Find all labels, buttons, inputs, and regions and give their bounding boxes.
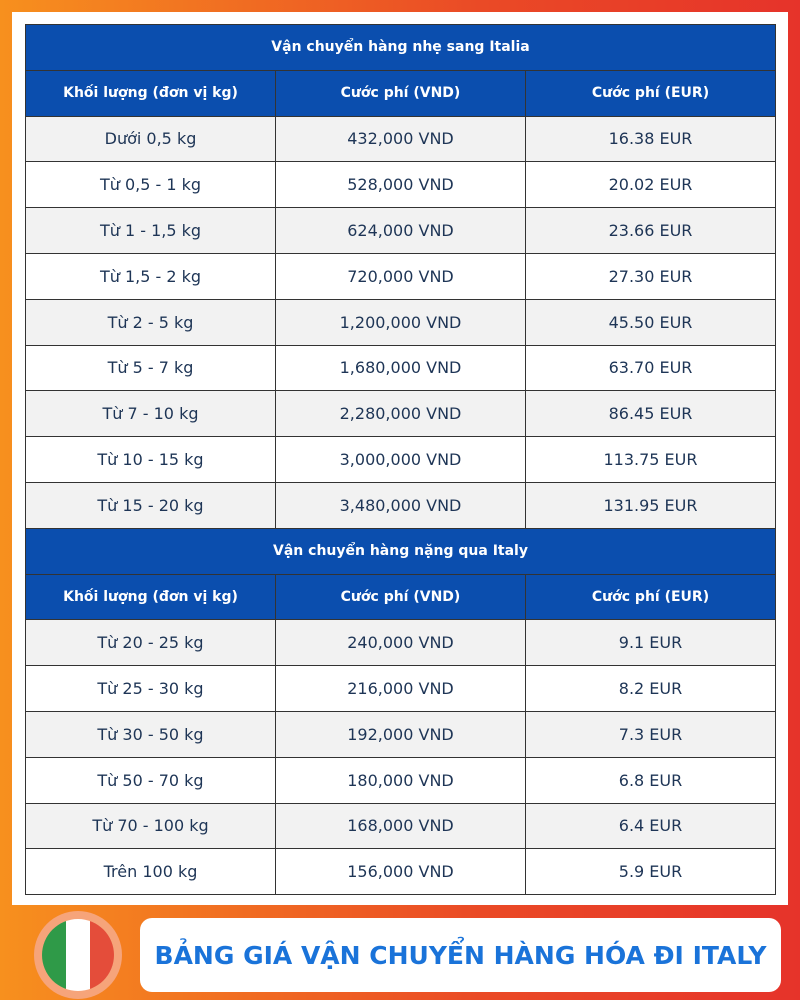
data-row: Từ 30 - 50 kg 192,000 VND 7.3 EUR (25, 710, 776, 758)
price-table: Vận chuyển hàng nhẹ sang Italia Khối lượn… (25, 24, 776, 896)
data-cell: 240,000 VND (275, 619, 526, 667)
data-cell: Từ 70 - 100 kg (25, 802, 276, 850)
data-cell: Từ 1 - 1,5 kg (25, 207, 276, 254)
header-row: Khối lượng (đơn vị kg) Cước phí (VND) Cước… (25, 69, 776, 117)
data-cell: Từ 1,5 - 2 kg (25, 252, 276, 300)
data-cell: 1,680,000 VND (275, 344, 526, 392)
section-title: Vận chuyển hàng nhẹ sang Italia (25, 24, 776, 71)
data-cell: 1,200,000 VND (275, 298, 526, 346)
banner: BẢNG GIÁ VẬN CHUYỂN HÀNG HÓA ĐI ITALY (140, 918, 781, 992)
data-cell: Từ 20 - 25 kg (25, 619, 276, 667)
data-cell: 23.66 EUR (525, 207, 776, 254)
data-row: Trên 100 kg 156,000 VND 5.9 EUR (25, 848, 776, 896)
data-cell: 192,000 VND (275, 710, 526, 758)
data-cell: Từ 0,5 - 1 kg (25, 161, 276, 209)
data-cell: 45.50 EUR (525, 298, 776, 346)
data-cell: 16.38 EUR (525, 115, 776, 163)
italy-flag (34, 911, 122, 999)
data-row: Từ 50 - 70 kg 180,000 VND 6.8 EUR (25, 756, 776, 804)
section-title-row: Vận chuyển hàng nhẹ sang Italia (25, 24, 776, 71)
data-cell: 156,000 VND (275, 848, 526, 896)
data-cell: 131.95 EUR (525, 481, 776, 529)
data-row: Từ 7 - 10 kg 2,280,000 VND 86.45 EUR (25, 390, 776, 438)
data-cell: 216,000 VND (275, 665, 526, 712)
data-cell: 9.1 EUR (525, 619, 776, 667)
data-cell: 86.45 EUR (525, 390, 776, 438)
section-title: Vận chuyển hàng nặng qua Italy (25, 527, 776, 575)
data-cell: 432,000 VND (275, 115, 526, 163)
data-cell: 6.4 EUR (525, 802, 776, 850)
data-row: Từ 5 - 7 kg 1,680,000 VND 63.70 EUR (25, 344, 776, 392)
data-cell: 624,000 VND (275, 207, 526, 254)
data-cell: 27.30 EUR (525, 252, 776, 300)
header-cell: Cước phí (EUR) (525, 573, 776, 621)
data-cell: Dưới 0,5 kg (25, 115, 276, 163)
data-cell: 8.2 EUR (525, 665, 776, 712)
header-cell: Khối lượng (đơn vị kg) (25, 573, 276, 621)
data-cell: 20.02 EUR (525, 161, 776, 209)
data-cell: 63.70 EUR (525, 344, 776, 392)
data-cell: Trên 100 kg (25, 848, 276, 896)
data-row: Từ 0,5 - 1 kg 528,000 VND 20.02 EUR (25, 161, 776, 209)
data-row: Từ 2 - 5 kg 1,200,000 VND 45.50 EUR (25, 298, 776, 346)
data-cell: 6.8 EUR (525, 756, 776, 804)
data-row: Từ 1,5 - 2 kg 720,000 VND 27.30 EUR (25, 252, 776, 300)
data-row: Từ 20 - 25 kg 240,000 VND 9.1 EUR (25, 619, 776, 667)
data-row: Từ 15 - 20 kg 3,480,000 VND 131.95 EUR (25, 481, 776, 529)
header-row: Khối lượng (đơn vị kg) Cước phí (VND) Cước… (25, 573, 776, 621)
header-cell: Cước phí (VND) (275, 69, 526, 117)
data-cell: Từ 50 - 70 kg (25, 756, 276, 804)
header-cell: Cước phí (EUR) (525, 69, 776, 117)
data-cell: Từ 2 - 5 kg (25, 298, 276, 346)
data-row: Từ 1 - 1,5 kg 624,000 VND 23.66 EUR (25, 207, 776, 254)
data-cell: 180,000 VND (275, 756, 526, 804)
data-cell: 720,000 VND (275, 252, 526, 300)
data-cell: Từ 7 - 10 kg (25, 390, 276, 438)
data-cell: 113.75 EUR (525, 436, 776, 483)
data-cell: 3,000,000 VND (275, 436, 526, 483)
data-cell: 3,480,000 VND (275, 481, 526, 529)
data-cell: 168,000 VND (275, 802, 526, 850)
data-cell: Từ 30 - 50 kg (25, 710, 276, 758)
data-cell: 528,000 VND (275, 161, 526, 209)
data-row: Dưới 0,5 kg 432,000 VND 16.38 EUR (25, 115, 776, 163)
data-row: Từ 70 - 100 kg 168,000 VND 6.4 EUR (25, 802, 776, 850)
data-cell: Từ 10 - 15 kg (25, 436, 276, 483)
data-cell: Từ 5 - 7 kg (25, 344, 276, 392)
section-title-row: Vận chuyển hàng nặng qua Italy (25, 527, 776, 575)
flag-colors (42, 919, 114, 991)
data-cell: 7.3 EUR (525, 710, 776, 758)
data-cell: Từ 25 - 30 kg (25, 665, 276, 712)
header-cell: Cước phí (VND) (275, 573, 526, 621)
header-cell: Khối lượng (đơn vị kg) (25, 69, 276, 117)
data-cell: 5.9 EUR (525, 848, 776, 896)
data-row: Từ 25 - 30 kg 216,000 VND 8.2 EUR (25, 665, 776, 712)
data-cell: 2,280,000 VND (275, 390, 526, 438)
data-row: Từ 10 - 15 kg 3,000,000 VND 113.75 EUR (25, 436, 776, 483)
data-cell: Từ 15 - 20 kg (25, 481, 276, 529)
